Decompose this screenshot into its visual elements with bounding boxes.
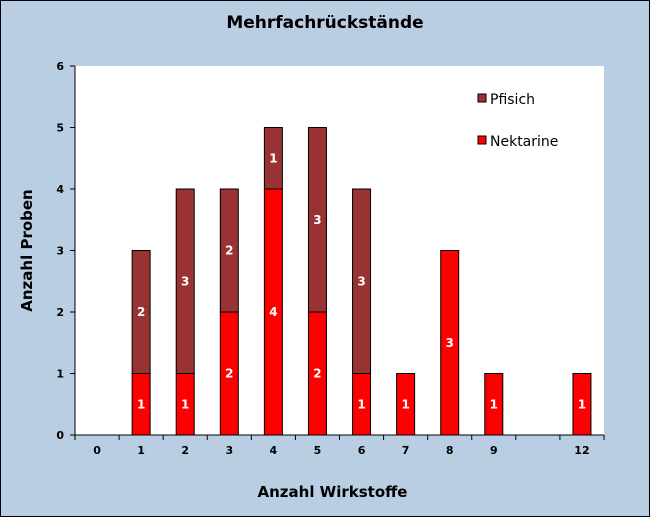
data-label: 4 bbox=[269, 305, 277, 319]
data-label: 2 bbox=[225, 367, 233, 381]
x-tick-label: 6 bbox=[358, 444, 366, 457]
data-label: 1 bbox=[401, 397, 409, 411]
data-label: 1 bbox=[269, 151, 277, 165]
legend-swatch-pfisich bbox=[477, 93, 487, 103]
x-tick-label: 4 bbox=[270, 444, 278, 457]
y-tick-label: 5 bbox=[56, 122, 64, 135]
y-tick-label: 6 bbox=[56, 60, 64, 73]
data-label: 2 bbox=[225, 244, 233, 258]
x-tick-label: 2 bbox=[181, 444, 189, 457]
bar-pfisich-3 bbox=[219, 188, 239, 313]
bar-pfisich-1 bbox=[131, 250, 151, 374]
data-label: 1 bbox=[181, 397, 189, 411]
x-axis-title: Anzahl Wirkstoffe bbox=[258, 483, 408, 501]
bar-pfisich-2 bbox=[175, 188, 195, 374]
x-tick-label: 5 bbox=[314, 444, 322, 457]
y-tick-label: 3 bbox=[56, 245, 64, 258]
x-tick-label: 8 bbox=[446, 444, 454, 457]
y-tick-label: 2 bbox=[56, 306, 64, 319]
y-axis-title: Anzahl Proben bbox=[18, 189, 36, 311]
bar-pfisich-5 bbox=[307, 127, 327, 313]
x-tick-label: 7 bbox=[402, 444, 410, 457]
x-tick-label: 3 bbox=[225, 444, 233, 457]
x-tick-label: 1 bbox=[137, 444, 145, 457]
legend-label-pfisich: Pfisich bbox=[490, 92, 535, 108]
data-label: 1 bbox=[357, 397, 365, 411]
data-label: 3 bbox=[181, 274, 189, 288]
legend-swatch-nektarine bbox=[477, 135, 487, 145]
data-label: 3 bbox=[313, 213, 321, 227]
chart-title: Mehrfachrückstände bbox=[226, 13, 423, 33]
data-label: 1 bbox=[490, 397, 498, 411]
x-tick-label: 0 bbox=[93, 444, 101, 457]
x-tick-label: 12 bbox=[574, 444, 589, 457]
data-label: 1 bbox=[578, 397, 586, 411]
data-label: 3 bbox=[357, 274, 365, 288]
y-tick-label: 4 bbox=[56, 183, 64, 196]
y-tick-label: 0 bbox=[56, 429, 64, 442]
data-label: 2 bbox=[137, 305, 145, 319]
data-label: 1 bbox=[137, 397, 145, 411]
x-tick-label: 9 bbox=[490, 444, 498, 457]
y-tick-label: 1 bbox=[56, 368, 64, 381]
legend-label-nektarine: Nektarine bbox=[490, 134, 558, 150]
plot-area bbox=[75, 66, 604, 435]
bar-pfisich-4 bbox=[263, 127, 283, 190]
data-label: 3 bbox=[446, 336, 454, 350]
bar-pfisich-6 bbox=[352, 188, 372, 374]
data-label: 2 bbox=[313, 367, 321, 381]
